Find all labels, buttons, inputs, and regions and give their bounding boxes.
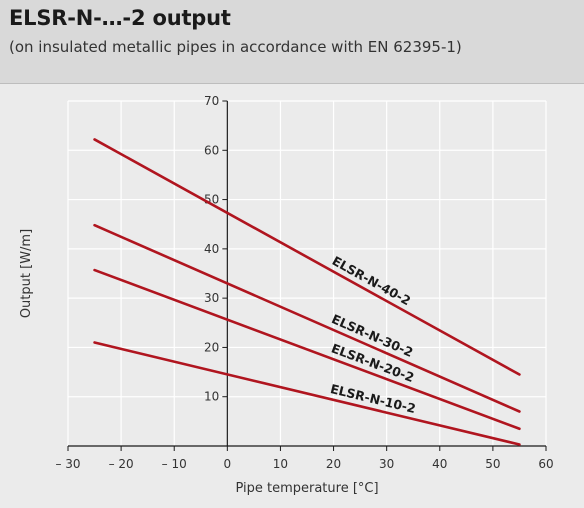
y-tick-label: 60 bbox=[204, 143, 219, 157]
x-tick-label: 0 bbox=[224, 457, 232, 471]
x-tick-label: 50 bbox=[485, 457, 500, 471]
line-chart: – 30– 20– 10 0 10 20 30 40 50 6010203040506070 … bbox=[19, 94, 554, 496]
x-tick-label: 40 bbox=[432, 457, 447, 471]
x-tick-label: 60 bbox=[538, 457, 553, 471]
series-layer bbox=[93, 138, 521, 446]
series-line bbox=[93, 223, 521, 413]
y-tick-label: 20 bbox=[204, 340, 219, 354]
y-tick-label: 30 bbox=[204, 291, 219, 305]
x-tick-label: 10 bbox=[273, 457, 288, 471]
series-line bbox=[93, 268, 521, 431]
plot-area: – 30– 20– 10 0 10 20 30 40 50 60 10 20 30 40 50 60 70 … bbox=[0, 84, 584, 508]
x-tick-label: – 20 bbox=[109, 457, 134, 471]
series-label: ELSR-N-40-2 bbox=[330, 253, 414, 308]
x-axis-title: Pipe temperature [°C] bbox=[235, 481, 378, 496]
x-tick-label: 20 bbox=[326, 457, 341, 471]
x-tick-label: – 30 bbox=[55, 457, 80, 471]
series-line bbox=[93, 341, 521, 446]
x-tick-label: 30 bbox=[379, 457, 394, 471]
y-tick-label: 10 bbox=[204, 390, 219, 404]
series-line bbox=[93, 138, 521, 376]
y-tick-label: 70 bbox=[204, 94, 219, 108]
chart-subtitle: (on insulated metallic pipes in accordan… bbox=[9, 38, 462, 56]
y-tick-label: 40 bbox=[204, 242, 219, 256]
y-axis-title: Output [W/m] bbox=[19, 229, 34, 318]
header-band: ELSR-N-…-2 output (on insulated metallic… bbox=[0, 0, 584, 84]
chart-title: ELSR-N-…-2 output bbox=[9, 6, 231, 30]
x-tick-label: – 10 bbox=[162, 457, 187, 471]
